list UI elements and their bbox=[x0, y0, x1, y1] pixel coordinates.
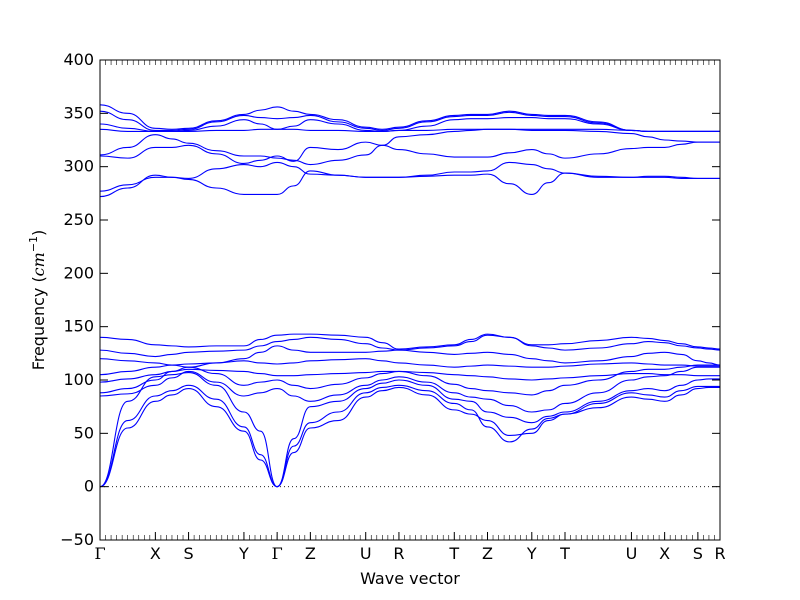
phonon-branch-4 bbox=[99, 366, 720, 413]
phonon-branch-14 bbox=[99, 128, 720, 166]
y-axis-ticks: −50 0 50 100 150 200 250 300 350 400 bbox=[60, 50, 720, 549]
y-tick-label: 0 bbox=[84, 477, 94, 496]
x-tick-label: S bbox=[693, 544, 703, 563]
y-axis-label-prefix: Frequency ( bbox=[29, 276, 48, 370]
phonon-branch-1 bbox=[99, 386, 720, 488]
x-tick-label: R bbox=[393, 544, 404, 563]
phonon-branch-13 bbox=[99, 141, 720, 165]
phonon-branch-6 bbox=[99, 368, 720, 383]
y-tick-label: 300 bbox=[63, 157, 94, 176]
phonon-branch-8 bbox=[99, 345, 721, 368]
phonon-branch-10 bbox=[99, 333, 721, 350]
x-tick-label: X bbox=[150, 544, 161, 563]
y-axis-label-exponent: −1 bbox=[27, 236, 40, 252]
x-tick-label: U bbox=[360, 544, 372, 563]
y-tick-label: −50 bbox=[60, 530, 94, 549]
y-tick-label: 50 bbox=[74, 423, 94, 442]
phonon-branch-11 bbox=[99, 170, 720, 198]
x-minor-ticks bbox=[99, 60, 721, 540]
y-tick-label: 200 bbox=[63, 263, 94, 282]
x-tick-label: Y bbox=[238, 544, 249, 563]
x-tick-label: R bbox=[714, 544, 725, 563]
plot-frame bbox=[99, 59, 721, 541]
x-tick-label: X bbox=[659, 544, 670, 563]
x-tick-label: S bbox=[183, 544, 193, 563]
x-tick-label: Z bbox=[305, 544, 316, 563]
y-axis-label-unit: cm bbox=[29, 252, 48, 276]
phonon-branch-18 bbox=[99, 104, 720, 133]
x-tick-label: Y bbox=[526, 544, 537, 563]
phonon-branch-9 bbox=[99, 334, 721, 358]
y-axis-label-suffix: ) bbox=[29, 230, 48, 236]
x-tick-label: T bbox=[559, 544, 570, 563]
x-tick-label: T bbox=[448, 544, 459, 563]
phonon-branch-12 bbox=[99, 161, 720, 192]
x-tick-label: Γ bbox=[272, 544, 283, 563]
y-axis-label: Frequency (cm−1) bbox=[27, 230, 48, 371]
y-tick-label: 350 bbox=[63, 103, 94, 122]
x-tick-label: Z bbox=[482, 544, 493, 563]
y-tick-label: 250 bbox=[63, 210, 94, 229]
x-axis-label: Wave vector bbox=[360, 569, 460, 588]
phonon-branch-3 bbox=[99, 371, 720, 488]
y-tick-label: 400 bbox=[63, 50, 94, 69]
y-tick-label: 100 bbox=[63, 370, 94, 389]
phonon-branch-5 bbox=[99, 364, 721, 396]
x-tick-label: Γ bbox=[94, 544, 105, 563]
x-tick-label: U bbox=[626, 544, 638, 563]
y-tick-label: 150 bbox=[63, 317, 94, 336]
phonon-branch-2 bbox=[99, 384, 720, 488]
series-layer bbox=[99, 104, 721, 488]
